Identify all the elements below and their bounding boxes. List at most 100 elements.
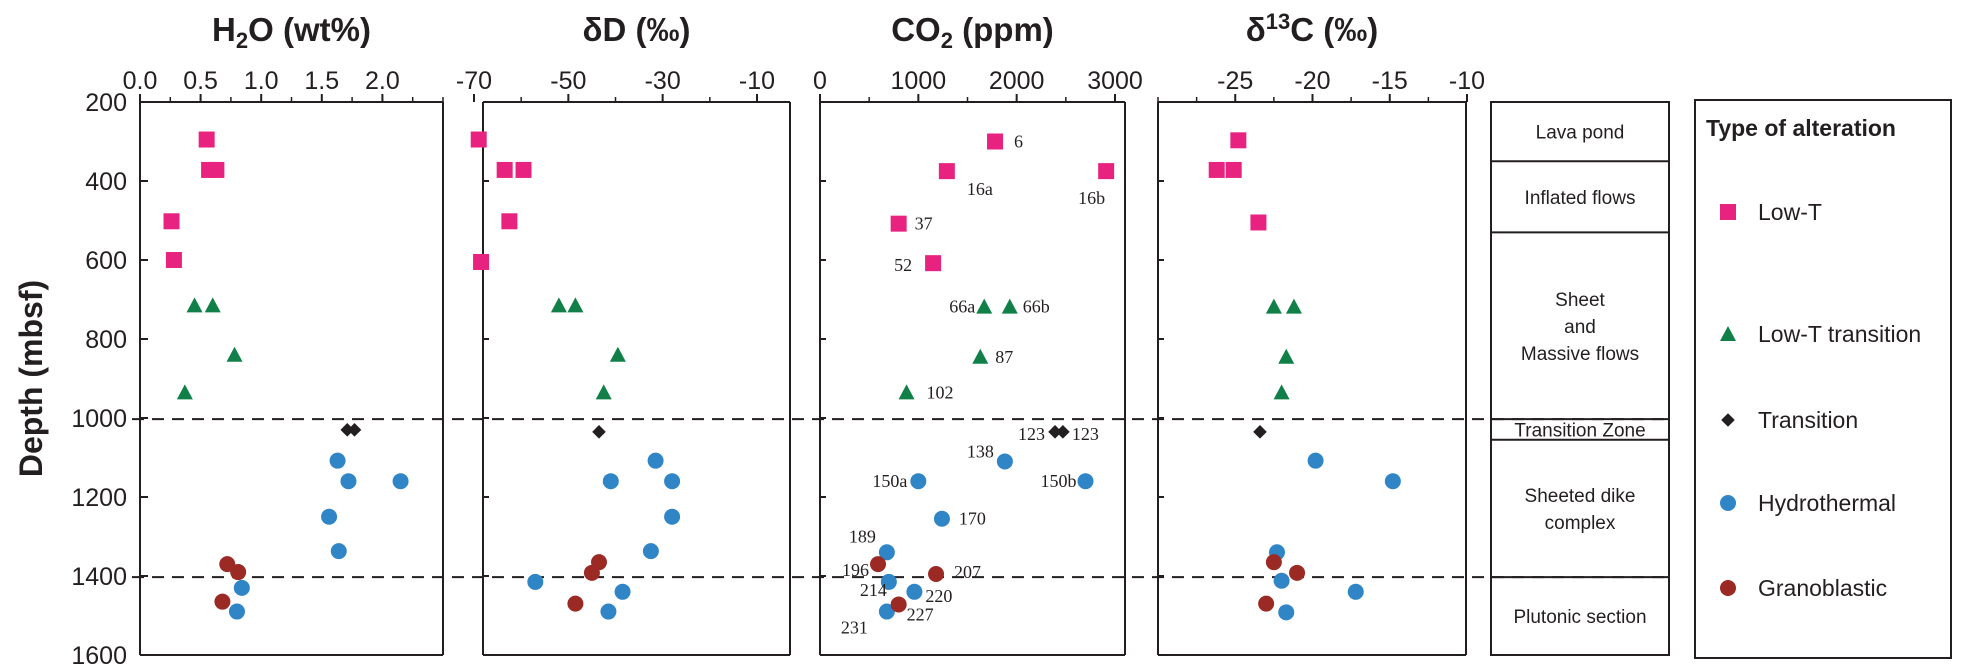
- zone-label: Transition Zone: [1514, 420, 1645, 441]
- zone-label: Sheet and Massive flows: [1521, 290, 1639, 365]
- y-tick-label: 1200: [71, 484, 127, 512]
- low-t-point: [1225, 161, 1242, 178]
- low-t-transition-point: [204, 297, 221, 313]
- low-t-legend-marker: [1720, 204, 1736, 220]
- low-t-point: [501, 213, 518, 230]
- low-t-point: [515, 161, 532, 178]
- granoblastic-point: [870, 556, 887, 573]
- transition-point: [1048, 425, 1062, 439]
- y-tick-label: 600: [85, 247, 127, 275]
- low-t-point: [198, 131, 215, 148]
- granoblastic-point: [928, 566, 945, 583]
- point-label: 150a: [872, 471, 907, 491]
- y-tick-label: 1600: [71, 642, 127, 670]
- panel-title: H2O (wt%): [212, 11, 371, 53]
- panel-title: CO2 (ppm): [891, 11, 1054, 53]
- zone-label: Lava pond: [1536, 123, 1625, 144]
- panel-title: δD (‰): [583, 11, 691, 48]
- granoblastic-point: [583, 564, 600, 581]
- low-t-point: [208, 161, 225, 178]
- low-t-point: [1230, 132, 1247, 149]
- y-tick-label: 400: [85, 168, 127, 196]
- point-label: 66b: [1023, 297, 1050, 317]
- point-label: 231: [841, 618, 868, 638]
- point-label: 214: [860, 580, 887, 600]
- low-t-transition-point: [609, 346, 626, 362]
- point-label: 16a: [967, 179, 993, 199]
- point-label: 102: [927, 382, 954, 402]
- point-label: 123: [1072, 424, 1099, 444]
- hydrothermal-point: [933, 510, 950, 527]
- point-label: 138: [967, 441, 994, 461]
- hydrothermal-point: [642, 543, 659, 560]
- granoblastic-legend-marker: [1720, 580, 1736, 596]
- panel-2: δD (‰) -70 -50 -30 -10: [456, 11, 791, 656]
- point-label: 66a: [949, 297, 975, 317]
- y-axis-label: Depth (mbsf): [13, 280, 49, 477]
- x-tick-label: -20: [1294, 67, 1330, 95]
- hydrothermal-point: [527, 573, 544, 590]
- low-t-point: [987, 133, 1004, 150]
- panel-4: δ13C (‰) -25 -20 -15 -10: [1157, 9, 1485, 656]
- low-t-point: [163, 213, 180, 230]
- zones-box: [1490, 101, 1670, 656]
- low-t-point: [1208, 161, 1225, 178]
- legend-label: Low-T transition: [1758, 321, 1921, 347]
- low-t-point: [1098, 163, 1115, 180]
- zone-label: Inflated flows: [1525, 188, 1636, 209]
- x-tick-label: -10: [739, 67, 775, 95]
- hydrothermal-point: [878, 603, 895, 620]
- point-label: 16b: [1078, 188, 1105, 208]
- transition-point: [340, 423, 355, 437]
- hydrothermal-point: [1307, 452, 1324, 469]
- granoblastic-point: [890, 596, 907, 613]
- legend-title: Type of alteration: [1706, 115, 1896, 141]
- panel-3: CO2 (ppm) 0 1000 2000 3000 6 16a 16b 37 52 66a 66b 8…: [813, 11, 1143, 656]
- low-t-point: [470, 131, 487, 148]
- hydrothermal-point: [906, 583, 923, 600]
- x-tick-label: -25: [1217, 67, 1253, 95]
- x-tick-label: -50: [550, 67, 586, 95]
- low-t-transition-point: [1278, 348, 1295, 364]
- zone-label: Sheeted dike complex: [1525, 486, 1636, 534]
- transition-point: [592, 425, 606, 439]
- low-t-transition-point: [1273, 384, 1290, 400]
- x-tick-label: 3000: [1087, 67, 1143, 95]
- granoblastic-point: [1289, 564, 1306, 581]
- low-t-transition-point: [972, 348, 989, 364]
- x-tick-label: 1.5: [304, 67, 339, 95]
- low-t-transition-point: [898, 384, 915, 400]
- point-label: 123: [1018, 424, 1045, 444]
- hydrothermal-point: [1278, 604, 1295, 621]
- hydrothermal-point: [340, 473, 357, 490]
- hydrothermal-point: [602, 473, 619, 490]
- hydrothermal-point: [614, 583, 631, 600]
- hydrothermal-point: [233, 579, 250, 596]
- point-label: 189: [849, 526, 876, 546]
- low-t-transition-point: [550, 297, 567, 313]
- hydrothermal-point: [228, 603, 245, 620]
- hydrothermal-point: [329, 452, 346, 469]
- legend-label: Granoblastic: [1758, 575, 1887, 601]
- point-label: 150b: [1041, 471, 1077, 491]
- x-tick-label: -70: [456, 67, 492, 95]
- hydrothermal-point: [664, 473, 681, 490]
- panel-1: H2O (wt%) 0.0 0.5 1.0 1.5 2.0: [123, 11, 444, 656]
- y-tick-label: 800: [85, 326, 127, 354]
- zone-label: Plutonic section: [1513, 607, 1646, 628]
- point-label: 227: [907, 604, 934, 624]
- x-tick-label: 2.0: [365, 67, 400, 95]
- legend-label: Low-T: [1758, 199, 1822, 225]
- transition-point: [1056, 425, 1070, 439]
- x-tick-label: 1000: [891, 67, 947, 95]
- low-t-point: [890, 215, 907, 232]
- low-t-transition-point: [595, 384, 612, 400]
- x-tick-label: 0.5: [183, 67, 218, 95]
- y-tick-label: 1400: [71, 563, 127, 591]
- hydrothermal-point: [878, 544, 895, 561]
- point-label: 196: [842, 560, 869, 580]
- hydrothermal-point: [321, 508, 338, 525]
- low-t-point: [938, 163, 955, 180]
- granoblastic-point: [1258, 595, 1275, 612]
- low-t-transition-point: [1285, 298, 1302, 314]
